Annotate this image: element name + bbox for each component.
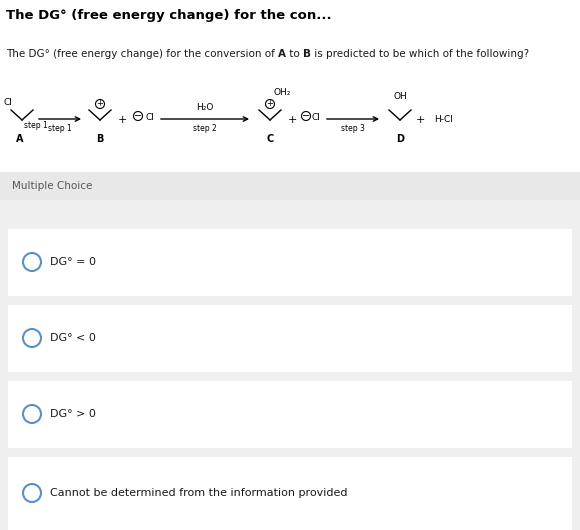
- Text: +: +: [287, 115, 297, 125]
- Text: The DG° (free energy change) for the con...: The DG° (free energy change) for the con…: [6, 10, 332, 22]
- Text: B: B: [96, 134, 104, 144]
- Text: A: A: [16, 134, 24, 144]
- Bar: [0, 172, 580, 200]
- Text: DG° < 0: DG° < 0: [50, 333, 96, 343]
- Text: Cl: Cl: [3, 98, 12, 107]
- Text: D: D: [396, 134, 404, 144]
- Text: Multiple Choice: Multiple Choice: [12, 181, 92, 191]
- Text: B: B: [303, 49, 311, 59]
- Bar: [8, 457, 572, 530]
- Text: Cannot be determined from the information provided: Cannot be determined from the informatio…: [50, 488, 347, 498]
- Text: +: +: [117, 115, 126, 125]
- Text: OH: OH: [393, 92, 407, 101]
- Text: −: −: [134, 111, 142, 121]
- Bar: [0, 0, 580, 32]
- Bar: [0, 32, 580, 200]
- Text: DG° = 0: DG° = 0: [50, 257, 96, 267]
- Text: DG° > 0: DG° > 0: [50, 409, 96, 419]
- Text: Cl: Cl: [311, 112, 320, 121]
- Text: step 2: step 2: [193, 124, 217, 133]
- Text: +: +: [96, 100, 103, 109]
- Bar: [8, 381, 572, 448]
- Text: The DG° (free energy change) for the conversion of: The DG° (free energy change) for the con…: [6, 49, 278, 59]
- Text: +: +: [267, 100, 273, 109]
- Text: +: +: [415, 115, 425, 125]
- Text: is predicted to be which of the following?: is predicted to be which of the followin…: [311, 49, 529, 59]
- Text: step 1: step 1: [24, 121, 48, 130]
- Text: Cl: Cl: [145, 112, 154, 121]
- Text: OH₂: OH₂: [274, 88, 291, 97]
- Text: step 1: step 1: [48, 124, 72, 133]
- Text: step 3: step 3: [341, 124, 365, 133]
- Text: A: A: [278, 49, 286, 59]
- Text: H-Cl: H-Cl: [434, 116, 453, 125]
- Bar: [8, 229, 572, 296]
- Text: −: −: [302, 111, 310, 121]
- Text: C: C: [266, 134, 274, 144]
- Text: to: to: [286, 49, 303, 59]
- Bar: [8, 305, 572, 372]
- Text: H₂O: H₂O: [196, 103, 213, 112]
